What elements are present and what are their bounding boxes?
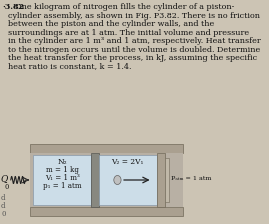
Text: d: d [1,194,6,202]
Bar [30,144,183,153]
Bar [33,155,91,205]
Text: the heat transfer for the process, in kJ, assuming the specific: the heat transfer for the process, in kJ… [8,54,257,62]
Text: 0: 0 [1,210,6,218]
Bar [30,153,183,207]
Text: in the cylinder are 1 m³ and 1 atm, respectively. Heat transfer: in the cylinder are 1 m³ and 1 atm, resp… [8,37,261,45]
Text: surroundings are at 1 atm. The initial volume and pressure: surroundings are at 1 atm. The initial v… [8,28,249,37]
Bar [165,158,169,202]
Text: 0: 0 [5,183,9,191]
Text: cylinder assembly, as shown in Fig. P3.82. There is no friction: cylinder assembly, as shown in Fig. P3.8… [8,11,260,19]
Text: m = 1 kg: m = 1 kg [46,166,79,174]
Text: V₂ = 2V₁: V₂ = 2V₁ [111,158,144,166]
Bar [98,155,157,205]
Bar [157,153,165,207]
Text: V₁ = 1 m³: V₁ = 1 m³ [45,174,80,182]
Text: between the piston and the cylinder walls, and the: between the piston and the cylinder wall… [8,20,215,28]
Text: Pₐₜₘ = 1 atm: Pₐₜₘ = 1 atm [171,175,211,181]
Text: N₂: N₂ [58,158,67,166]
Text: Q: Q [0,174,8,183]
Bar [91,153,98,207]
Text: to the nitrogen occurs until the volume is doubled. Determine: to the nitrogen occurs until the volume … [8,45,261,54]
Text: p₁ = 1 atm: p₁ = 1 atm [43,182,82,190]
Bar [30,207,183,216]
Text: ·3.82: ·3.82 [2,3,24,11]
Text: One kilogram of nitrogen fills the cylinder of a piston-: One kilogram of nitrogen fills the cylin… [15,3,234,11]
Text: heat ratio is constant, k = 1.4.: heat ratio is constant, k = 1.4. [8,62,132,71]
Circle shape [114,175,121,185]
Text: d: d [1,202,6,210]
